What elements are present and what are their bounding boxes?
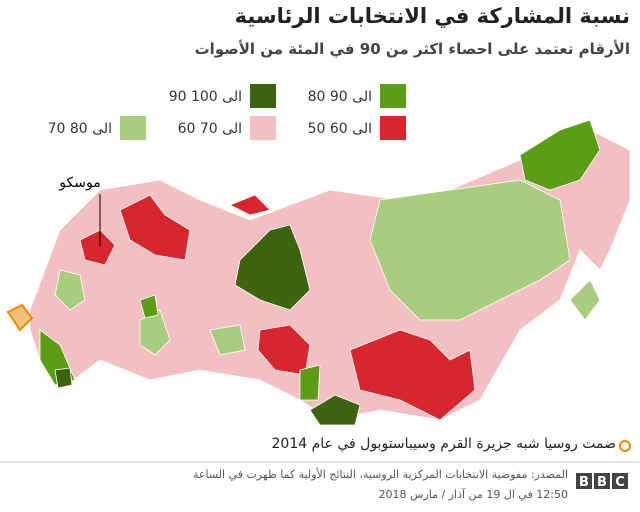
date: 12:50 في ال 19 من آذار / مارس 2018: [378, 488, 568, 501]
legend-swatch: [380, 116, 406, 140]
brand-box: [594, 473, 610, 489]
legend-label: 60 الى 70: [178, 121, 242, 137]
region: [54, 367, 73, 389]
region: [569, 279, 601, 321]
region: [119, 194, 191, 261]
legend-swatch: [250, 84, 276, 108]
legend-label: 50 الى 60: [308, 121, 372, 137]
region: [229, 194, 271, 216]
legend-swatch: [250, 116, 276, 140]
region: [369, 179, 571, 321]
brand-letter: C: [615, 475, 625, 490]
note-marker: [619, 440, 631, 452]
region: [309, 394, 361, 426]
legend-label: 80 الى 90: [308, 89, 372, 105]
legend-swatch: [380, 84, 406, 108]
region: [79, 229, 116, 266]
legend-label: 70 الى 80: [48, 121, 112, 137]
region: [234, 224, 311, 311]
brand-letter: B: [597, 475, 607, 490]
brand-logo: B B C: [576, 473, 628, 490]
region: [299, 364, 321, 401]
brand-box: [612, 473, 628, 489]
map-label: موسكو: [58, 175, 100, 191]
region: [349, 329, 476, 421]
crimea: [6, 303, 34, 332]
legend-swatch: [120, 116, 146, 140]
region: [54, 269, 86, 311]
note: ضمت روسيا شبه جزيرة القرم وسيباستوبول في…: [271, 436, 616, 452]
source: المصدر: مفوضية الانتخابات المركزية الروس…: [193, 468, 568, 481]
subtitle: الأرقام تعتمد على احصاء اكثر من 90 في ال…: [194, 40, 630, 58]
region: [519, 119, 601, 191]
brand-letter: B: [579, 475, 589, 490]
region: [139, 294, 159, 319]
region: [209, 324, 246, 356]
brand-box: [576, 473, 592, 489]
title: نسبة المشاركة في الانتخابات الرئاسية: [234, 4, 630, 28]
legend-label: 90 الى 100: [169, 89, 242, 105]
